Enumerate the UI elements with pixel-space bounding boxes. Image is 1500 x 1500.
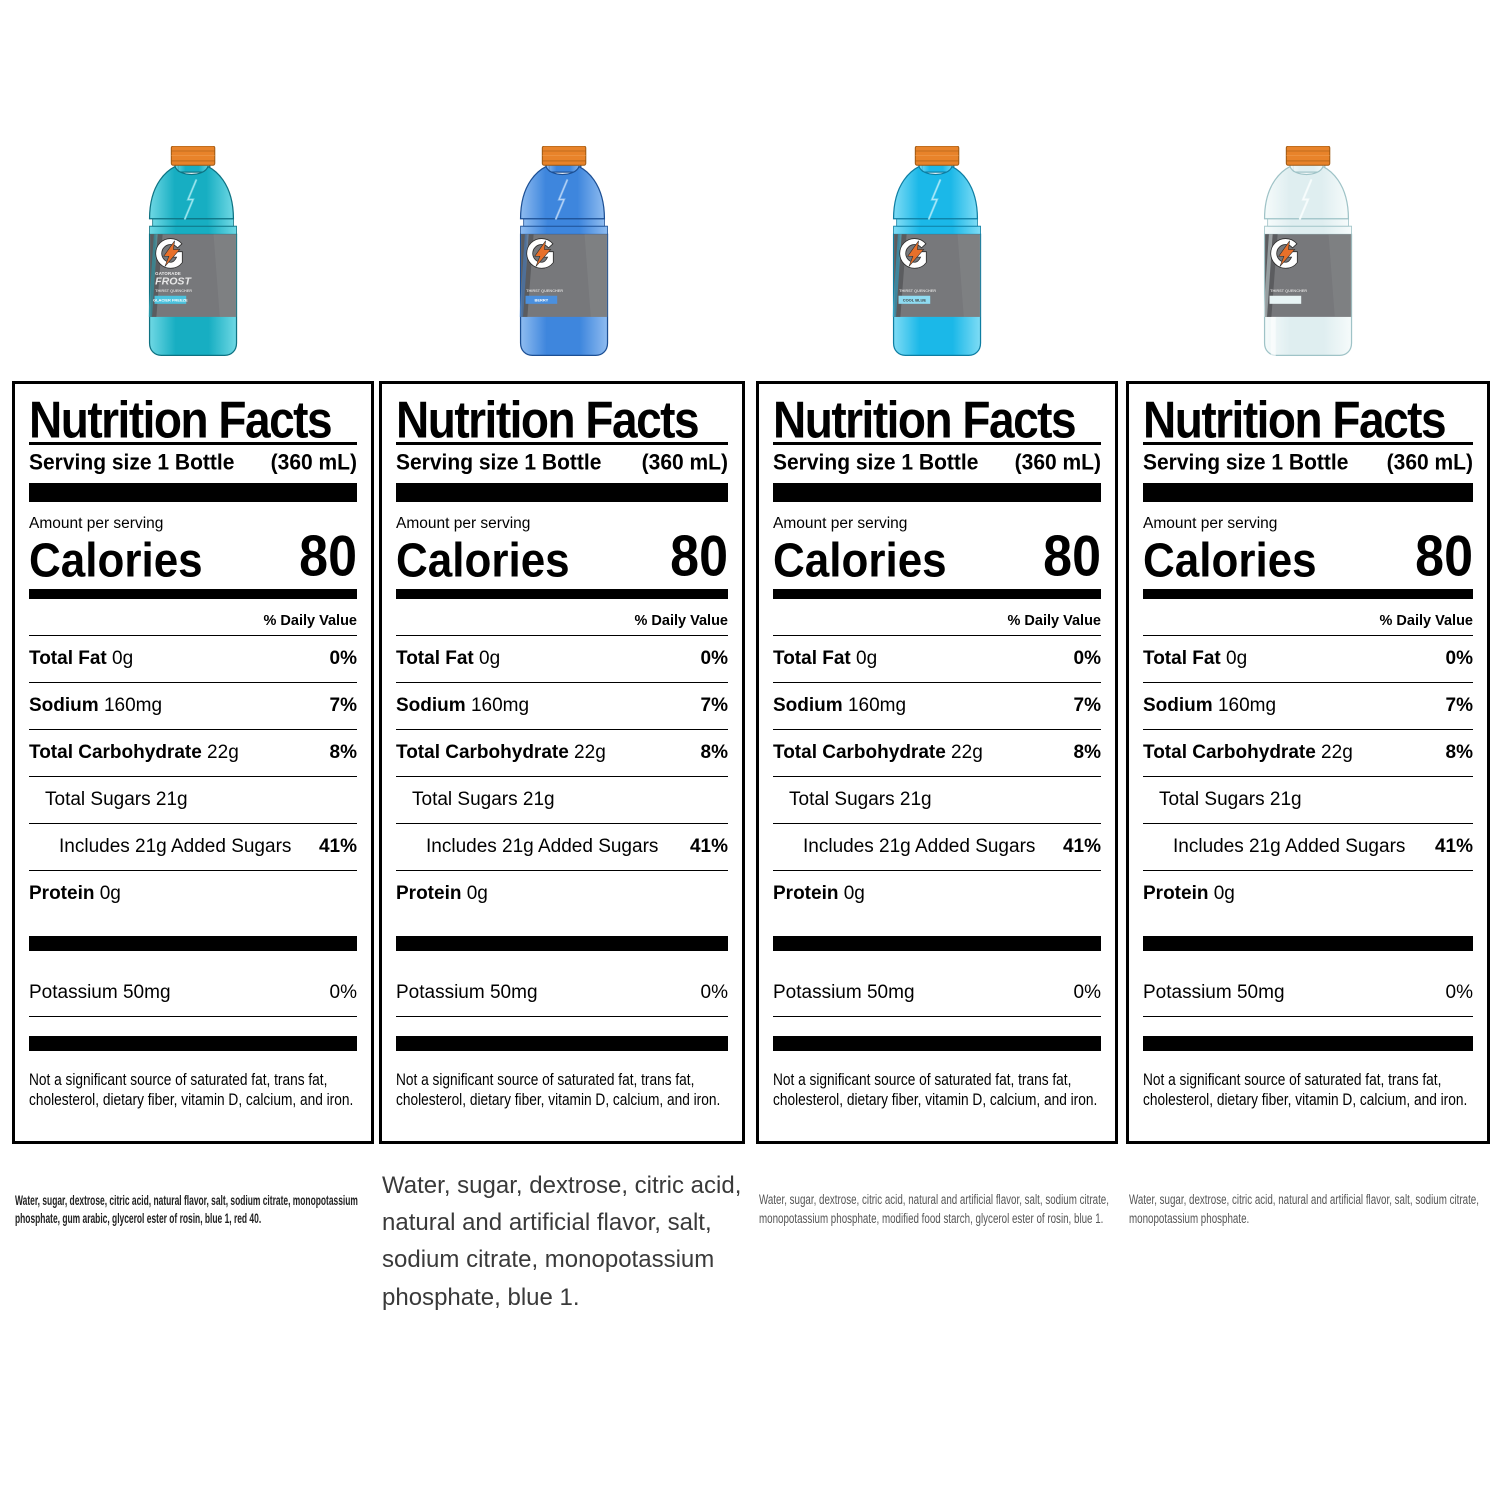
svg-text:THIRST QUENCHER: THIRST QUENCHER — [526, 289, 563, 293]
svg-text:THIRST QUENCHER: THIRST QUENCHER — [155, 289, 192, 293]
svg-text:GLACIER FREEZE: GLACIER FREEZE — [153, 298, 188, 303]
svg-text:FROST: FROST — [155, 276, 192, 288]
svg-text:COOL BLUE: COOL BLUE — [903, 298, 927, 303]
svg-text:BERRY: BERRY — [534, 298, 548, 303]
svg-text:THIRST QUENCHER: THIRST QUENCHER — [899, 289, 936, 293]
svg-text:THIRST QUENCHER: THIRST QUENCHER — [1270, 289, 1307, 293]
